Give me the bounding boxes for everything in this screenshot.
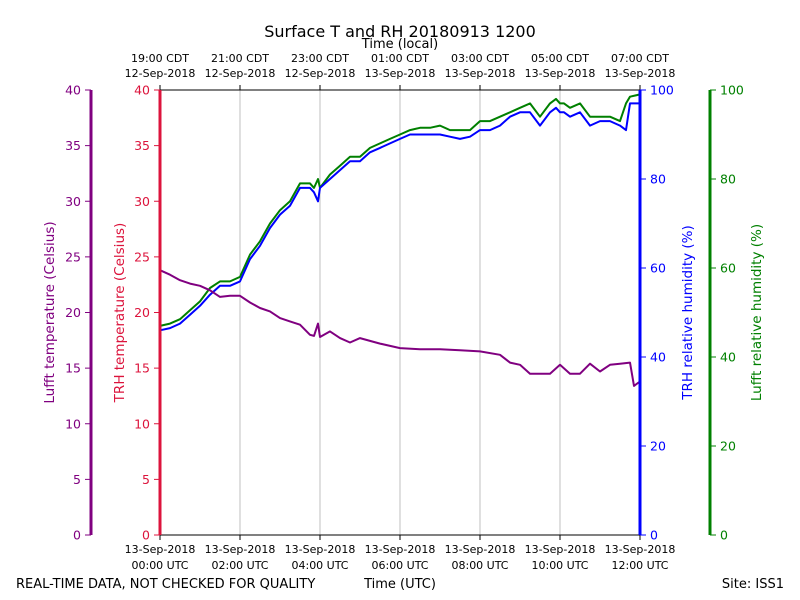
y-axis-lufft_rh: 0 20 40 60 80 100 Lufft relative humidity (%) [708,83,765,543]
bottom-tick-label: 13-Sep-2018 [605,543,676,556]
series-line-lufft_t [159,269,641,387]
y-tick-label: 40 [65,83,81,98]
y-tick-label: 20 [720,439,736,454]
chart-title: Surface T and RH 20180913 1200 [264,22,536,41]
y-tick-label: 80 [720,172,736,187]
y-tick-label: 5 [142,472,150,487]
top-tick-label: 12-Sep-2018 [285,67,356,80]
bottom-tick-label: 13-Sep-2018 [125,543,196,556]
top-tick-label: 13-Sep-2018 [445,67,516,80]
top-axis-label: Time (local) [361,37,438,52]
y-tick-label: 30 [134,194,150,209]
top-tick-label: 07:00 CDT [611,52,669,65]
y-tick-label: 30 [65,194,81,209]
grid-lines [239,90,561,535]
bottom-tick-label: 12:00 UTC [611,559,668,572]
y-tick-label: 25 [65,249,81,264]
bottom-tick-label: 13-Sep-2018 [365,543,436,556]
y-axis-trh_rh: 0 20 40 60 80 100 TRH relative humidity (%) [638,83,696,543]
y-tick-label: 40 [134,83,150,98]
y-tick-label: 0 [142,528,150,543]
y-tick-label: 20 [650,439,666,454]
bottom-tick-label: 10:00 UTC [531,559,588,572]
top-tick-label: 23:00 CDT [291,52,349,65]
y-tick-label: 35 [134,138,150,153]
bottom-tick-label: 04:00 UTC [291,559,348,572]
y-tick-label: 20 [65,305,81,320]
series-line-trh_rh [159,102,640,332]
y-tick-label: 20 [134,305,150,320]
bottom-tick-label: 13-Sep-2018 [445,543,516,556]
top-tick-label: 01:00 CDT [371,52,429,65]
bottom-tick-label: 00:00 UTC [131,559,188,572]
y-tick-label: 100 [720,83,744,98]
top-tick-label: 13-Sep-2018 [525,67,596,80]
y-tick-label: 10 [134,416,150,431]
bottom-tick-label: 06:00 UTC [371,559,428,572]
y-tick-label: 40 [650,350,666,365]
top-tick-label: 05:00 CDT [531,52,589,65]
top-tick-label: 13-Sep-2018 [365,67,436,80]
y-tick-label: 25 [134,249,150,264]
y-axis-trh_t: 0 5 10 15 20 25 30 35 40 TRH temperature (Celsius… [112,83,162,543]
bottom-axis-label: Time (UTC) [363,577,436,592]
y-axis-label: TRH relative humidity (%) [680,225,696,401]
top-tick-label: 12-Sep-2018 [205,67,276,80]
footer-left: REAL-TIME DATA, NOT CHECKED FOR QUALITY [16,577,315,592]
bottom-tick-label: 13-Sep-2018 [525,543,596,556]
y-tick-label: 10 [65,416,81,431]
top-tick-label: 03:00 CDT [451,52,509,65]
footer-right: Site: ISS1 [722,577,784,592]
top-tick-label: 21:00 CDT [211,52,269,65]
y-axis-label: TRH temperature (Celsius) [112,223,128,404]
series-line-lufft_rh [159,93,641,327]
axes: 13-Sep-2018 00:00 UTC 13-Sep-2018 02:00 UTC… [42,52,765,572]
bottom-tick-label: 08:00 UTC [451,559,508,572]
y-tick-label: 80 [650,172,666,187]
y-tick-label: 0 [650,528,658,543]
y-tick-label: 0 [73,528,81,543]
plot-area [159,93,641,387]
y-tick-label: 60 [720,261,736,276]
y-axis-label: Lufft temperature (Celsius) [42,221,58,403]
bottom-tick-label: 13-Sep-2018 [205,543,276,556]
y-tick-label: 35 [65,138,81,153]
y-tick-label: 40 [720,350,736,365]
y-tick-label: 100 [650,83,674,98]
y-tick-label: 15 [65,361,81,376]
y-tick-label: 0 [720,528,728,543]
top-tick-label: 12-Sep-2018 [125,67,196,80]
top-tick-label: 19:00 CDT [131,52,189,65]
y-tick-label: 60 [650,261,666,276]
y-axis-label: Lufft relative humidity (%) [749,224,765,401]
y-axis-lufft_t: 0 5 10 15 20 25 30 35 40 Lufft temperature (Celsi… [42,83,93,543]
y-tick-label: 15 [134,361,150,376]
top-tick-label: 13-Sep-2018 [605,67,676,80]
bottom-tick-label: 13-Sep-2018 [285,543,356,556]
y-tick-label: 5 [73,472,81,487]
bottom-tick-label: 02:00 UTC [211,559,268,572]
